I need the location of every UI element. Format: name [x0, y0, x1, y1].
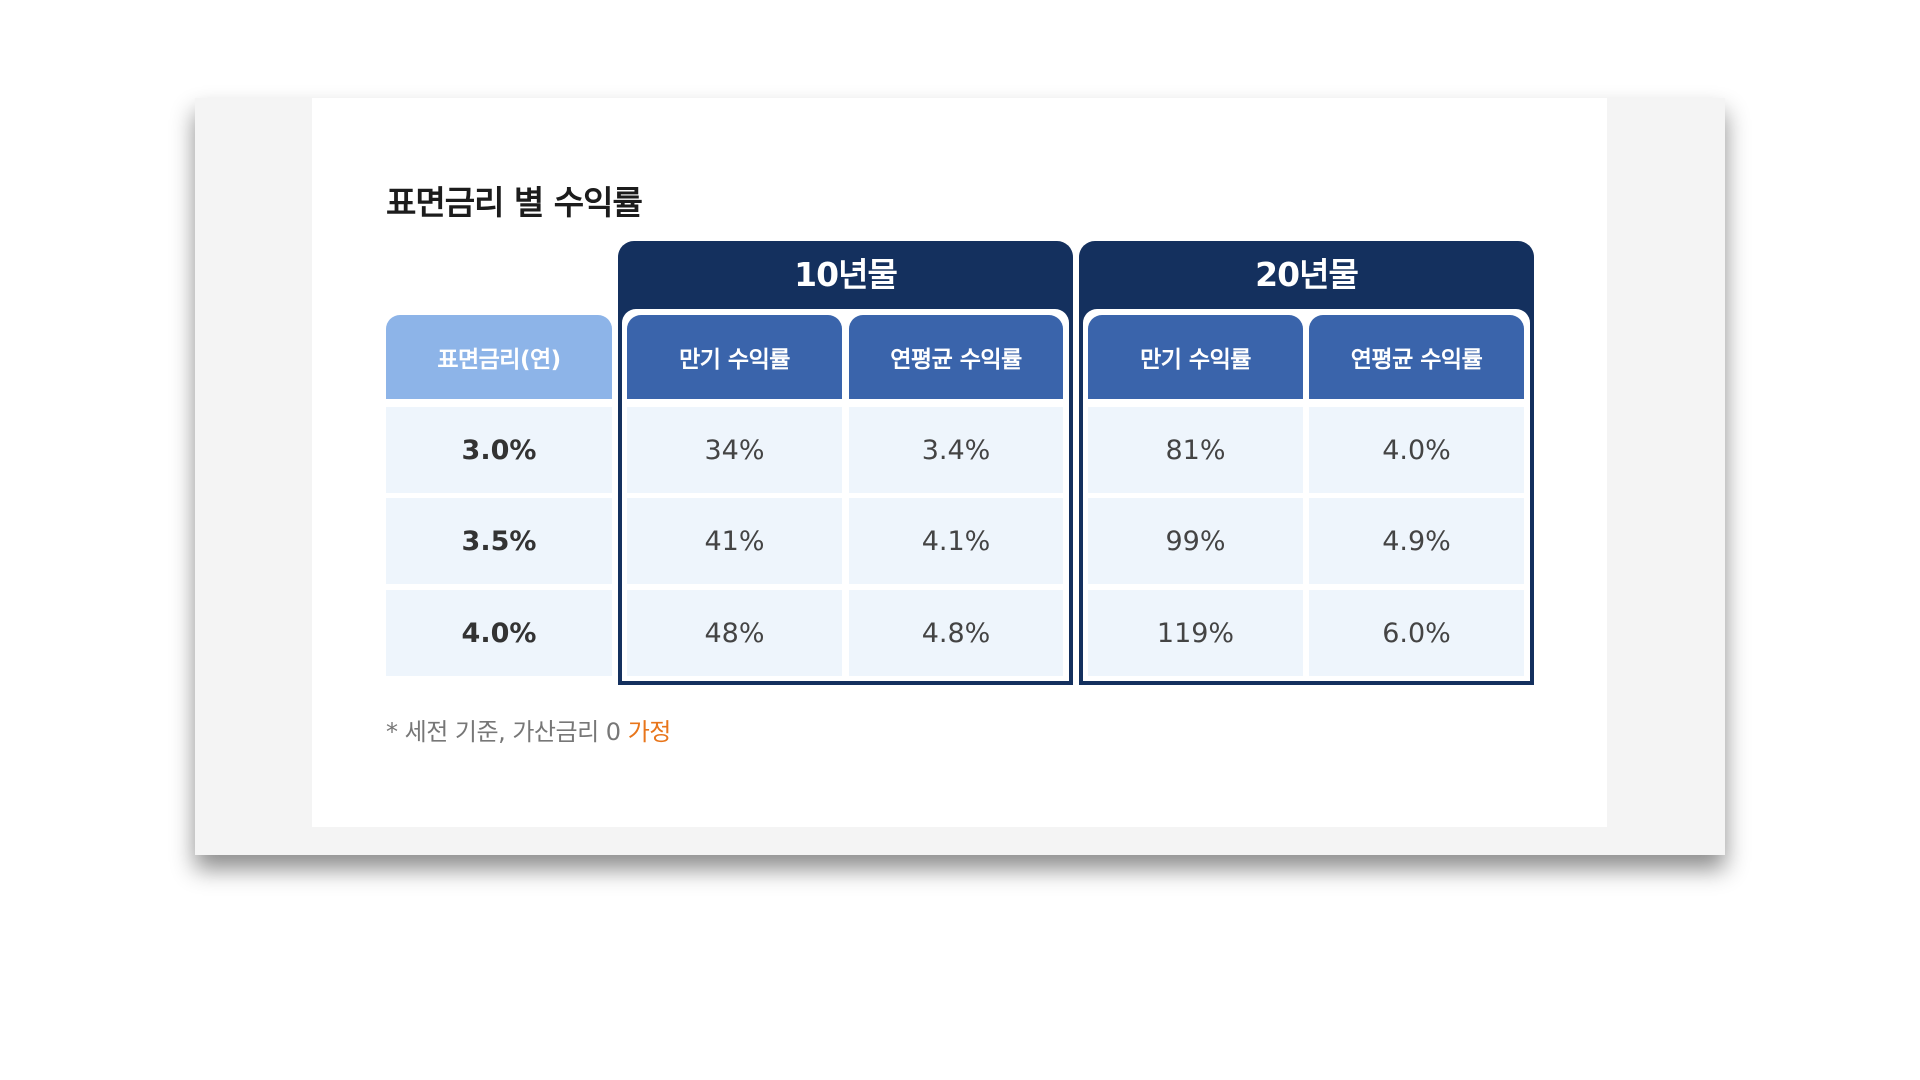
column-header: 연평균 수익률: [849, 315, 1063, 399]
table-cell: 4.1%: [849, 498, 1063, 584]
table-cell: 4.0%: [386, 590, 612, 676]
table-cell: 4.0%: [1309, 407, 1524, 493]
table-cell: 41%: [627, 498, 842, 584]
table-cell: 99%: [1088, 498, 1303, 584]
column-header: 만기 수익률: [1088, 315, 1303, 399]
table-cell: 48%: [627, 590, 842, 676]
group-title: 20년물: [1255, 255, 1359, 294]
table-cell: 6.0%: [1309, 590, 1524, 676]
footnote-highlight: 가정: [627, 718, 672, 746]
table-cell: 81%: [1088, 407, 1303, 493]
title: 표면금리 별 수익률: [386, 183, 643, 222]
table-cell: 119%: [1088, 590, 1303, 676]
table-cell: 3.4%: [849, 407, 1063, 493]
table-cell: 3.0%: [386, 407, 612, 493]
footnote-text: * 세전 기준, 가산금리 0: [386, 718, 621, 746]
footnote: * 세전 기준, 가산금리 0 가정: [386, 712, 671, 747]
table-cell: 3.5%: [386, 498, 612, 584]
column-header: 만기 수익률: [627, 315, 842, 399]
table-cell: 4.8%: [849, 590, 1063, 676]
group-title: 10년물: [794, 255, 898, 294]
table-cell: 34%: [627, 407, 842, 493]
table-cell: 4.9%: [1309, 498, 1524, 584]
column-header: 표면금리(연): [386, 315, 612, 399]
column-header: 연평균 수익률: [1309, 315, 1524, 399]
